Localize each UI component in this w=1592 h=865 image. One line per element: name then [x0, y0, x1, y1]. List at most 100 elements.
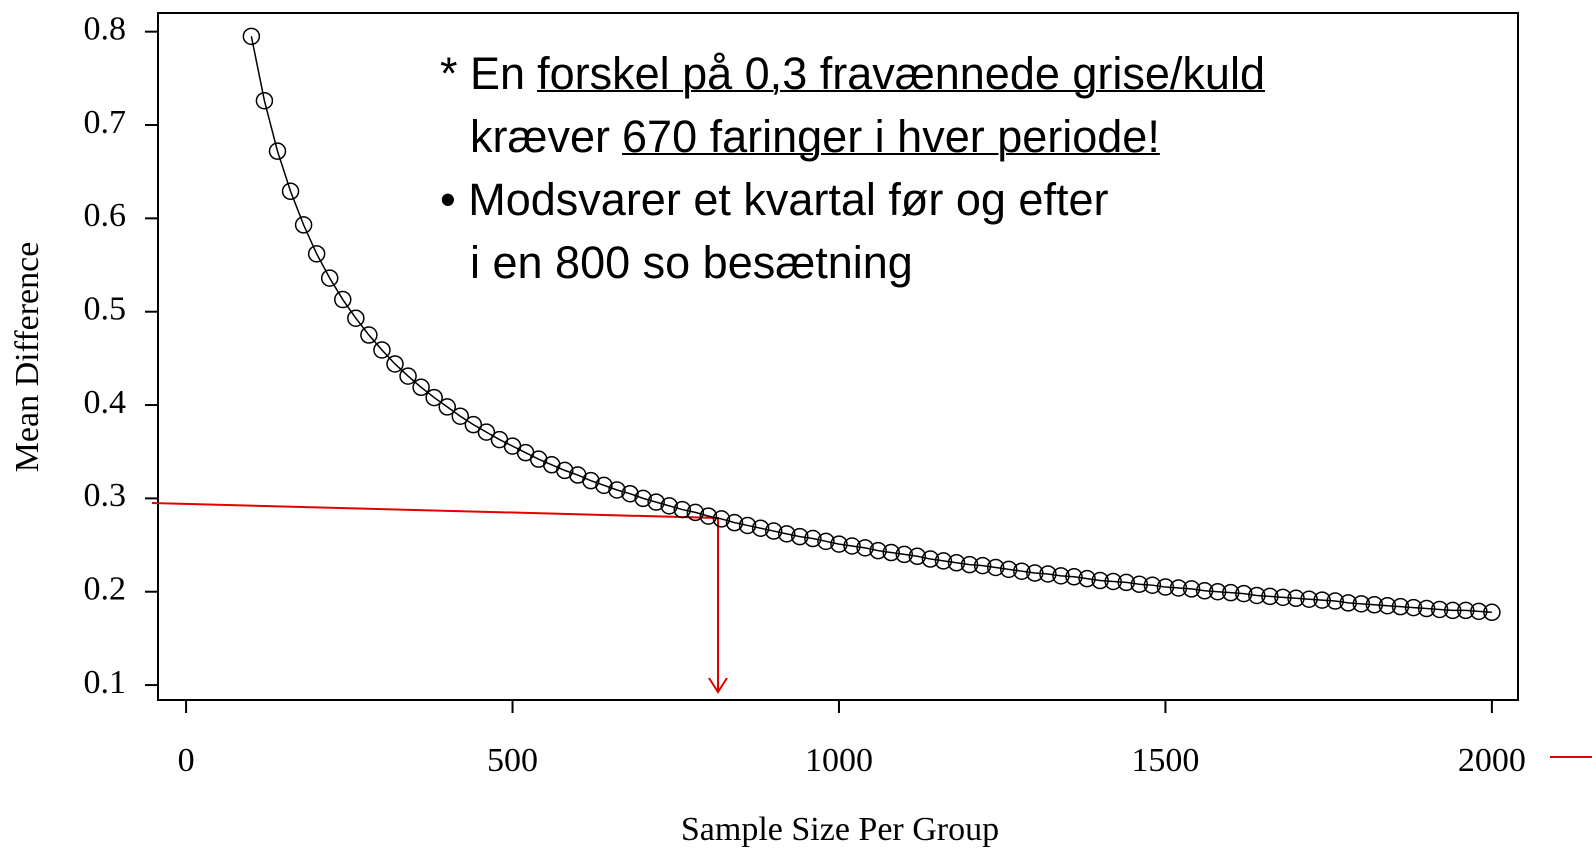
point: [1339, 594, 1357, 612]
series-line: [250, 36, 1492, 614]
annotation-line: kræver 670 faringer i hver periode!: [440, 105, 1265, 168]
point: [1391, 597, 1410, 616]
point: [999, 560, 1018, 579]
annotation-line: • Modsvarer et kvartal før og efter: [440, 168, 1265, 231]
annotation-text: 670 faringer i hver periode!: [622, 111, 1160, 162]
point: [947, 554, 966, 572]
point: [1443, 601, 1462, 620]
point: [386, 355, 404, 373]
point: [804, 529, 822, 548]
point: [830, 535, 848, 553]
point: [1430, 600, 1449, 619]
point: [725, 513, 744, 532]
point: [556, 461, 574, 480]
y-tick-label: 0.5: [84, 290, 127, 327]
guide-lines: [151, 502, 1592, 758]
point: [960, 555, 979, 574]
point: [1300, 590, 1318, 608]
point: [1052, 567, 1070, 585]
x-tick-label: 1500: [1131, 742, 1199, 779]
y-tick-label: 0.8: [84, 10, 127, 47]
guide-arrowhead: [708, 677, 728, 694]
y-tick-label: 0.1: [84, 664, 127, 701]
guide-line: [151, 502, 719, 692]
point: [595, 476, 613, 495]
point: [1378, 596, 1397, 615]
point: [1404, 598, 1423, 617]
x-tick-label: 2000: [1458, 742, 1526, 779]
point: [751, 519, 770, 537]
point: [934, 552, 953, 570]
annotation-text: • Modsvarer et kvartal før og efter: [440, 174, 1109, 225]
point: [268, 142, 287, 160]
point: [660, 497, 678, 515]
point: [1470, 602, 1488, 621]
point: [451, 407, 470, 425]
point: [621, 484, 639, 503]
point: [1235, 584, 1253, 603]
point: [1365, 596, 1384, 614]
point: [895, 545, 914, 564]
point: [412, 378, 430, 397]
point: [1208, 582, 1227, 601]
y-axis-label: Mean Difference: [9, 242, 46, 473]
point: [1169, 579, 1188, 597]
point: [1457, 601, 1475, 620]
y-tick-label: 0.4: [84, 384, 127, 421]
point: [1417, 599, 1436, 618]
point: [1313, 591, 1331, 609]
point: [608, 481, 626, 499]
annotation-line: i en 800 so besætning: [440, 231, 1265, 294]
point: [1483, 603, 1501, 622]
series: [242, 27, 1501, 622]
point: [856, 539, 874, 557]
point: [764, 522, 783, 540]
point: [1326, 592, 1344, 610]
y-tick-label: 0.6: [84, 197, 127, 234]
annotation-box: * En forskel på 0,3 fravænnede grise/kuld…: [440, 42, 1265, 294]
point: [281, 182, 300, 201]
point: [634, 489, 652, 508]
point: [399, 367, 417, 385]
point: [843, 537, 861, 555]
point: [1195, 582, 1214, 600]
point: [582, 471, 600, 490]
point: [320, 269, 339, 287]
point: [255, 91, 274, 110]
point: [921, 550, 940, 568]
y-tick-label: 0.2: [84, 571, 127, 608]
x-tick-label: 1000: [805, 742, 873, 779]
point: [1078, 569, 1096, 588]
annotation-text: i en 800 so besætning: [470, 237, 913, 288]
point: [1352, 595, 1371, 613]
annotation-text: forskel på 0,3 fravænnede grise/kuld: [537, 48, 1265, 99]
point: [1130, 575, 1149, 594]
point: [242, 27, 261, 46]
point: [791, 527, 809, 546]
point: [1143, 576, 1162, 594]
point: [869, 541, 887, 560]
y-tick-label: 0.3: [84, 477, 127, 514]
point: [438, 398, 456, 416]
point: [712, 510, 731, 528]
point: [738, 516, 757, 535]
point: [817, 532, 835, 551]
point: [1261, 587, 1279, 606]
annotation-line: * En forskel på 0,3 fravænnede grise/kuld: [440, 42, 1265, 105]
annotation-text: kræver: [470, 111, 611, 162]
point: [973, 556, 992, 575]
point: [673, 500, 692, 519]
x-tick-label: 0: [178, 742, 195, 779]
point: [1026, 564, 1044, 582]
point: [347, 309, 365, 327]
point: [1287, 589, 1305, 608]
point: [1182, 580, 1201, 598]
annotation-text: * En: [440, 48, 526, 99]
point: [1274, 588, 1292, 607]
point: [307, 245, 326, 263]
x-tick-label: 500: [487, 742, 538, 779]
point: [425, 388, 443, 407]
x-axis-label: Sample Size Per Group: [681, 811, 999, 848]
